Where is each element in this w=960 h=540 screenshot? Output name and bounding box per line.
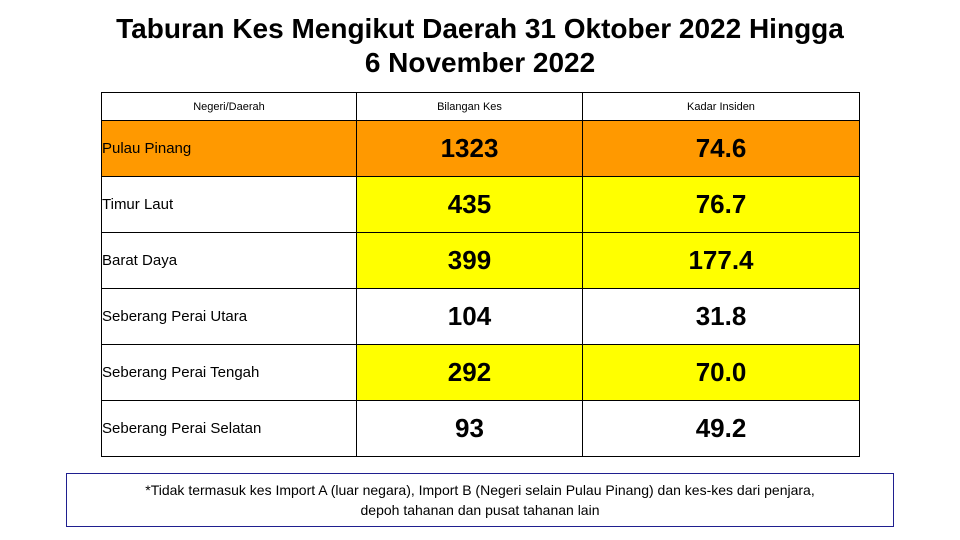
table-row: Seberang Perai Selatan 93 49.2 — [101, 400, 860, 457]
table-row: Seberang Perai Utara 104 31.8 — [101, 288, 860, 345]
incidence-rate: 31.8 — [582, 288, 860, 345]
header-cases: Bilangan Kes — [356, 92, 583, 121]
footnote-line-1: *Tidak termasuk kes Import A (luar negar… — [145, 482, 815, 498]
header-rate: Kadar Insiden — [582, 92, 860, 121]
district-cases-table: Negeri/Daerah Bilangan Kes Kadar Insiden… — [101, 92, 860, 457]
table-header-row: Negeri/Daerah Bilangan Kes Kadar Insiden — [101, 92, 860, 121]
incidence-rate: 70.0 — [582, 344, 860, 401]
incidence-rate: 74.6 — [582, 120, 860, 177]
district-name: Seberang Perai Selatan — [101, 400, 357, 457]
title-line-2: 6 November 2022 — [364, 47, 596, 78]
table-row: Pulau Pinang 1323 74.6 — [101, 120, 860, 177]
district-name: Timur Laut — [101, 176, 357, 233]
district-name: Barat Daya — [101, 232, 357, 289]
table-row: Barat Daya 399 177.4 — [101, 232, 860, 289]
incidence-rate: 76.7 — [582, 176, 860, 233]
footnote-box: *Tidak termasuk kes Import A (luar negar… — [66, 473, 894, 527]
district-name: Seberang Perai Tengah — [101, 344, 357, 401]
header-district: Negeri/Daerah — [101, 92, 357, 121]
table-row: Timur Laut 435 76.7 — [101, 176, 860, 233]
page-title: Taburan Kes Mengikut Daerah 31 Oktober 2… — [40, 12, 920, 80]
case-count: 93 — [356, 400, 583, 457]
footnote-line-2: depoh tahanan dan pusat tahanan lain — [360, 502, 600, 518]
case-count: 1323 — [356, 120, 583, 177]
case-count: 399 — [356, 232, 583, 289]
case-count: 292 — [356, 344, 583, 401]
case-count: 435 — [356, 176, 583, 233]
case-count: 104 — [356, 288, 583, 345]
district-name: Seberang Perai Utara — [101, 288, 357, 345]
title-line-1: Taburan Kes Mengikut Daerah 31 Oktober 2… — [116, 13, 844, 44]
district-name: Pulau Pinang — [101, 120, 357, 177]
incidence-rate: 49.2 — [582, 400, 860, 457]
table-row: Seberang Perai Tengah 292 70.0 — [101, 344, 860, 401]
incidence-rate: 177.4 — [582, 232, 860, 289]
